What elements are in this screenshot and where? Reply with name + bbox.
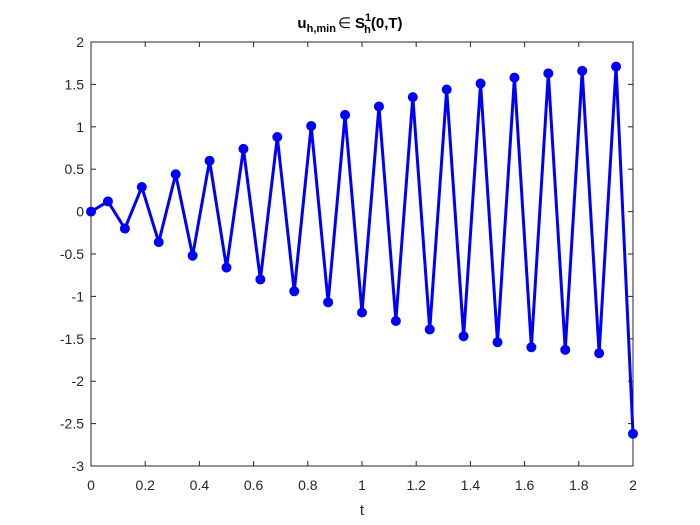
axes-box [90,41,634,467]
title-args: (0,T) [371,15,403,32]
data-point [170,169,181,180]
y-axis-ticks: -3 -2.5 -2 -1.5 -1 -0.5 0 0.5 1 1.5 2 [60,34,633,474]
data-point [119,223,130,234]
data-point [357,307,367,318]
x-tick-label: 1.8 [569,477,589,493]
plot-area [91,42,633,466]
data-point [238,143,249,154]
data-point [577,65,588,76]
data-point [187,250,198,261]
y-tick-label: 1.5 [65,76,85,92]
data-point [289,286,300,297]
y-tick-label: 0 [76,204,84,220]
title-space-superscript: 1 [365,12,371,24]
data-point [492,337,503,348]
data-point [102,196,113,207]
title-main: u [297,15,306,32]
chart-title: uh,min ∈ S1 h(0,T) [297,12,402,36]
x-tick-label: 0.2 [135,477,155,493]
y-tick-label: -2 [72,373,85,389]
data-point [255,274,266,285]
x-tick-label: 0.4 [190,477,210,493]
data-point [86,206,96,217]
x-tick-label: 1.6 [515,477,535,493]
data-point [441,84,452,95]
x-tick-label: 1 [358,477,366,493]
data-point [628,428,638,439]
data-point [323,297,334,308]
title-symbol: ∈ [338,15,351,32]
data-point [543,68,554,79]
data-point [611,61,622,72]
y-tick-label: -0.5 [60,246,84,262]
data-point [458,331,469,342]
title-main-subscript: h,min [307,23,337,35]
data-point [373,101,384,112]
data-series [86,61,638,439]
data-point [424,324,435,335]
data-point [153,237,164,248]
data-point [475,78,486,89]
data-point [390,315,401,326]
svg-text:uh,min∈S1h(0,T): uh,min ∈ S1 h(0,T) [297,12,402,36]
x-tick-label: 0 [87,477,95,493]
x-tick-label: 2 [629,477,637,493]
x-axis-label: t [360,502,365,519]
data-point [560,344,571,355]
x-tick-label: 1.4 [461,477,481,493]
data-point [221,262,232,273]
y-tick-label: -1 [72,288,85,304]
y-tick-label: -2.5 [60,416,84,432]
data-point [526,342,537,353]
data-point [136,182,147,193]
y-tick-label: 0.5 [65,161,85,177]
y-tick-label: 1 [76,119,84,135]
x-tick-label: 0.6 [244,477,264,493]
data-point [272,131,283,142]
title-space-subscript: h [364,24,371,36]
title-space: S [355,15,365,32]
data-point [594,348,605,359]
x-tick-label: 1.2 [406,477,426,493]
data-point [407,92,418,103]
y-tick-label: 2 [76,34,84,50]
x-tick-label: 0.8 [298,477,318,493]
y-tick-label: -3 [72,458,85,474]
data-point [204,155,215,166]
y-tick-label: -1.5 [60,331,84,347]
data-point [340,109,351,120]
data-point [306,120,317,131]
data-point [509,72,520,83]
